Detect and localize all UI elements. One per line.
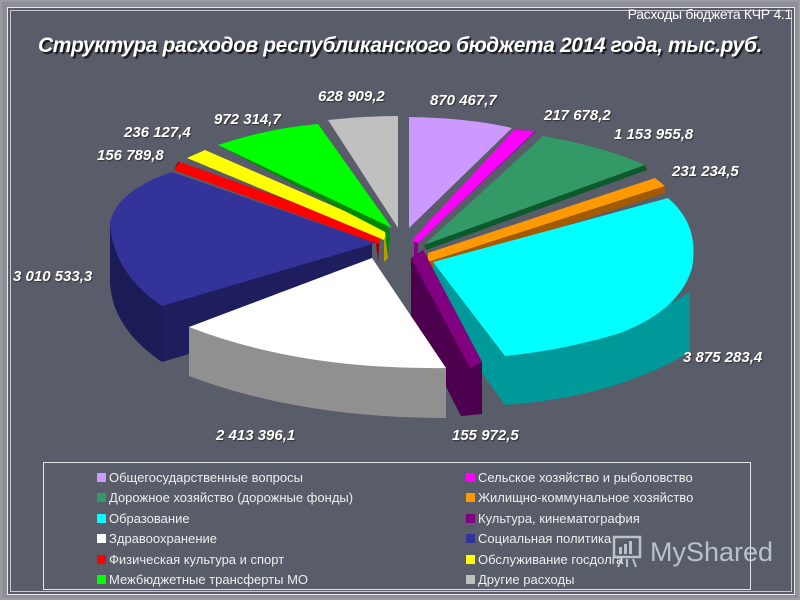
value-label-roads: 1 153 955,8 [614,126,694,143]
slice-general [409,117,512,228]
legend-swatch [97,554,106,564]
legend-item: Обслуживание госдолга [466,549,693,570]
legend-swatch [466,534,475,544]
legend-item: Здравоохранение [97,529,353,550]
value-label-general: 870 467,7 [430,92,497,109]
legend-item: Физическая культура и спорт [97,549,353,570]
slice-transfers [218,124,392,258]
legend-swatch [466,493,475,503]
legend-label: Межбюджетные трансферты МО [109,572,309,588]
slice-culture [411,250,482,416]
presentation-board-icon [612,535,642,568]
value-label-transfers: 972 314,7 [214,111,281,128]
legend-column-left: Общегосударственные вопросы Дорожное хоз… [97,467,353,590]
value-label-social: 3 010 533,3 [13,268,93,285]
chart-legend: Общегосударственные вопросы Дорожное хоз… [43,462,751,590]
legend-swatch [466,575,475,585]
legend-item: Дорожное хозяйство (дорожные фонды) [97,488,353,509]
legend-label: Другие расходы [478,572,575,588]
value-label-sport: 156 789,8 [97,147,164,164]
watermark: MyShared [612,535,773,569]
slice-other [328,116,398,228]
slide-border [10,10,792,592]
chart-title: Структура расходов республиканского бюдж… [38,34,762,57]
watermark-text: MyShared [650,536,774,567]
legend-item: Межбюджетные трансферты МО [97,570,353,591]
legend-item: Образование [97,508,353,529]
legend-item: Социальная политика [466,529,693,550]
legend-swatch [97,575,106,585]
legend-item: Другие расходы [466,570,693,591]
value-label-agriculture: 217 678,2 [544,107,611,124]
legend-swatch [97,513,106,523]
legend-label: Сельское хозяйство и рыболовство [478,469,693,485]
legend-label: Физическая культура и спорт [109,551,285,567]
slice-agriculture [412,130,536,300]
legend-label: Здравоохранение [109,531,218,547]
slice-health [189,258,446,418]
slice-sport [174,162,383,262]
legend-swatch [466,472,475,482]
legend-swatch [466,554,475,564]
legend-label: Культура, кинематография [478,510,640,526]
legend-swatch [97,472,106,482]
slice-roads [424,136,647,250]
value-label-culture: 155 972,5 [452,427,519,444]
value-label-other: 628 909,2 [318,88,385,105]
legend-column-right: Сельское хозяйство и рыболовство Жилищно… [466,467,693,590]
slice-education [433,198,694,405]
legend-item: Сельское хозяйство и рыболовство [466,467,693,488]
slide-reference: Расходы бюджета КЧР 4.1 [627,6,793,22]
legend-swatch [97,493,106,503]
value-label-debt-service: 236 127,4 [124,124,191,141]
value-label-health: 2 413 396,1 [216,427,296,444]
value-label-housing: 231 234,5 [672,163,739,180]
legend-label: Дорожное хозяйство (дорожные фонды) [109,490,354,506]
value-label-education: 3 875 283,4 [683,349,763,366]
legend-item: Общегосударственные вопросы [97,467,353,488]
legend-label: Жилищно-коммунальное хозяйство [478,490,694,506]
legend-item: Культура, кинематография [466,508,693,529]
legend-label: Социальная политика [478,531,612,547]
legend-swatch [97,534,106,544]
legend-label: Общегосударственные вопросы [109,469,303,485]
legend-label: Обслуживание госдолга [478,551,624,567]
legend-swatch [466,513,475,523]
legend-label: Образование [109,510,190,526]
legend-item: Жилищно-коммунальное хозяйство [466,488,693,509]
